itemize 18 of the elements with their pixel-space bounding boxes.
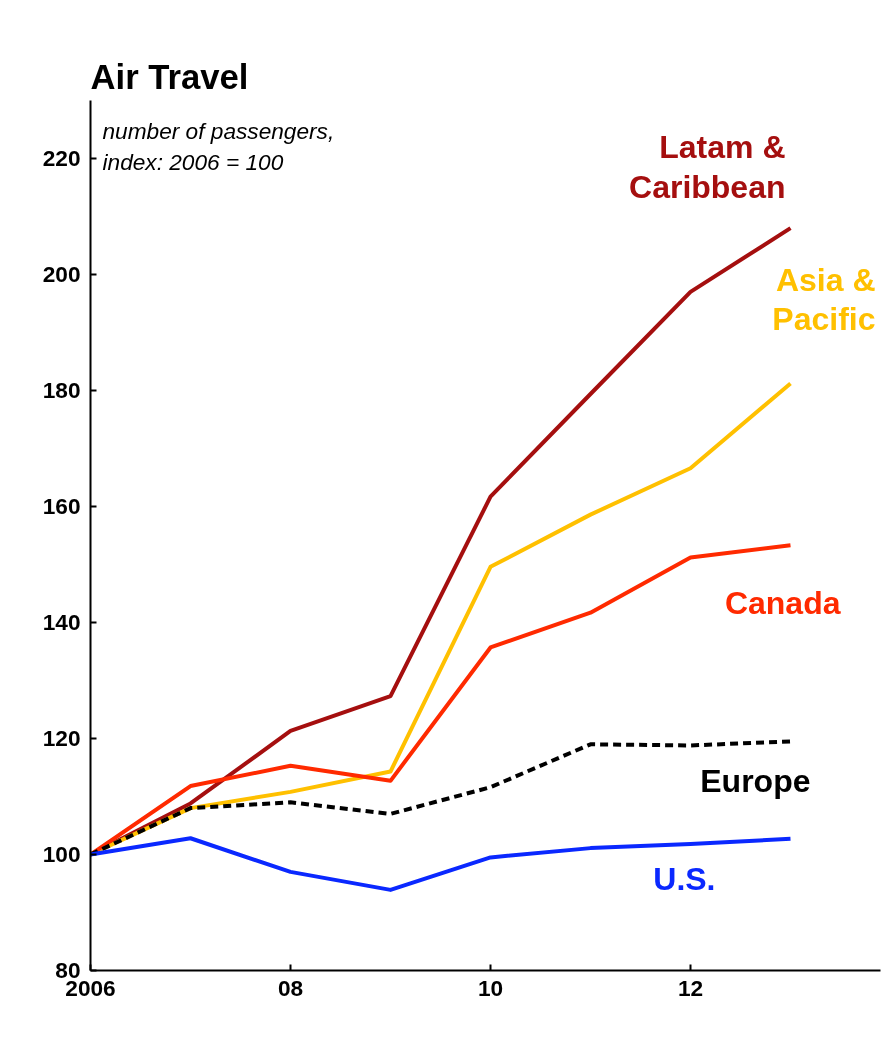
x-tick-label: 10 [477,974,504,1001]
y-tick-label: 180 [42,377,81,403]
y-tick-label: 160 [42,493,81,519]
series-label: Europe [700,763,811,800]
chart-title: Air Travel [90,57,249,96]
series-label: Canada [724,584,841,621]
series-label: U.S. [653,860,716,897]
series-label: Asia & Pacific [772,261,876,338]
series-label: Latam & Caribbean [629,129,786,205]
x-tick-label: 08 [277,974,304,1001]
x-tick-label: 12 [677,974,704,1001]
y-tick-label: 140 [42,609,81,635]
annotation: number of passengers, index: 2006 = 100 [102,117,335,176]
y-tick-label: 100 [42,841,81,867]
line-series [90,836,793,892]
y-tick-label: 120 [42,725,81,751]
y-tick-label: 200 [42,261,81,287]
y-tick-label: 220 [42,145,81,171]
